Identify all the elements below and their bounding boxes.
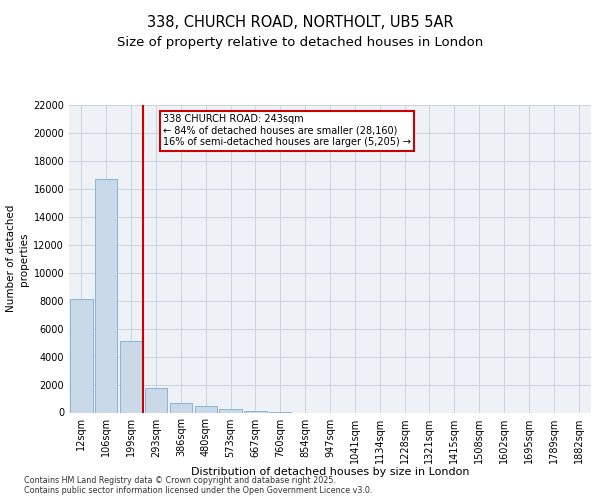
Bar <box>145 388 167 412</box>
Bar <box>70 300 92 412</box>
Bar <box>120 341 142 412</box>
Text: Contains HM Land Registry data © Crown copyright and database right 2025.
Contai: Contains HM Land Registry data © Crown c… <box>24 476 373 495</box>
Bar <box>220 409 242 412</box>
Bar <box>95 179 118 412</box>
Bar <box>170 402 192 412</box>
Y-axis label: Number of detached
properties: Number of detached properties <box>6 205 29 312</box>
X-axis label: Distribution of detached houses by size in London: Distribution of detached houses by size … <box>191 467 469 477</box>
Bar <box>194 406 217 412</box>
Text: 338 CHURCH ROAD: 243sqm
← 84% of detached houses are smaller (28,160)
16% of sem: 338 CHURCH ROAD: 243sqm ← 84% of detache… <box>163 114 411 148</box>
Bar <box>244 410 266 412</box>
Text: Size of property relative to detached houses in London: Size of property relative to detached ho… <box>117 36 483 49</box>
Text: 338, CHURCH ROAD, NORTHOLT, UB5 5AR: 338, CHURCH ROAD, NORTHOLT, UB5 5AR <box>146 15 454 30</box>
